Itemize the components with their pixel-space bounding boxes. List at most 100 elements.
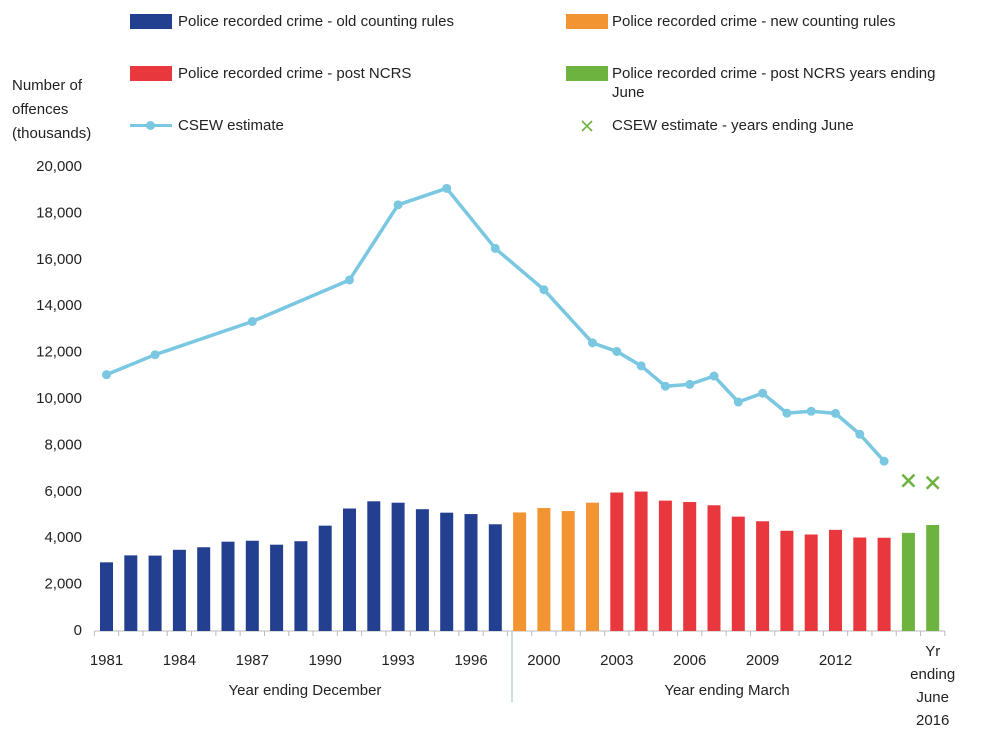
- x-tick-label: 2000: [527, 652, 560, 669]
- line-marker: [393, 200, 403, 210]
- y-tick-label: 2,000: [44, 576, 82, 593]
- bar: [124, 555, 138, 631]
- line-marker: [831, 408, 840, 418]
- x-tick-label: 1984: [163, 652, 196, 669]
- bar: [488, 524, 502, 631]
- legend-swatch: [566, 66, 608, 81]
- y-axis-label: (thousands): [12, 125, 91, 142]
- legend-label: CSEW estimate - years ending June: [612, 117, 854, 134]
- x-tick-label: 2012: [819, 652, 852, 669]
- bar: [780, 530, 794, 631]
- bar: [561, 511, 575, 631]
- y-tick-label: 8,000: [44, 436, 82, 453]
- x-tick-label: 1996: [454, 652, 487, 669]
- legend-cross: [581, 120, 593, 132]
- bar: [537, 508, 551, 631]
- line-marker: [758, 388, 768, 398]
- y-tick-label: 20,000: [36, 158, 82, 175]
- bar: [804, 534, 818, 631]
- line-marker: [636, 361, 646, 371]
- group-label: Year ending March: [664, 682, 789, 699]
- y-axis-label: offences: [12, 101, 68, 118]
- bar: [683, 502, 697, 631]
- bar: [464, 514, 478, 631]
- bar: [221, 541, 235, 631]
- y-tick-label: 16,000: [36, 251, 82, 268]
- line-marker: [612, 346, 622, 356]
- x-tick-label: 2003: [600, 652, 633, 669]
- line-marker: [247, 317, 257, 327]
- legend-swatch: [146, 121, 155, 130]
- bar: [634, 491, 648, 631]
- bar: [440, 512, 454, 631]
- line-marker: [782, 408, 792, 418]
- bar: [901, 532, 915, 631]
- x-tick-label: 1981: [90, 652, 123, 669]
- bar: [853, 537, 867, 631]
- x-tick-label: 2009: [746, 652, 779, 669]
- legend-swatch: [580, 119, 594, 133]
- bar: [731, 516, 745, 631]
- bar: [367, 501, 381, 631]
- x-tick-label: 1987: [236, 652, 269, 669]
- legend-swatch: [566, 14, 608, 29]
- bar: [586, 502, 599, 631]
- legend-swatch: [130, 14, 172, 29]
- legend-label: Police recorded crime - old counting rul…: [178, 13, 454, 30]
- legend-label: Police recorded crime - post NCRS: [178, 65, 412, 82]
- y-tick-label: 10,000: [36, 390, 82, 407]
- bar: [197, 547, 211, 631]
- line-marker: [685, 379, 695, 389]
- x-tick-label: 2006: [673, 652, 706, 669]
- y-tick-label: 6,000: [44, 483, 82, 500]
- x-tick-label: 1990: [309, 652, 342, 669]
- y-tick-label: 12,000: [36, 344, 82, 361]
- y-tick-label: 18,000: [36, 204, 82, 221]
- bar: [877, 537, 891, 631]
- line-marker: [588, 338, 597, 348]
- line-marker: [855, 429, 865, 439]
- bar: [245, 540, 259, 631]
- y-tick-label: 14,000: [36, 297, 82, 314]
- bar: [926, 524, 940, 631]
- group-label: Year ending December: [229, 682, 382, 699]
- x-tick-label: 1993: [381, 652, 414, 669]
- y-tick-label: 0: [74, 622, 82, 639]
- bar: [391, 502, 405, 631]
- bar: [415, 509, 429, 631]
- bar: [610, 492, 624, 631]
- line-marker: [660, 381, 670, 391]
- bar: [100, 562, 113, 631]
- cross-marker: [925, 475, 940, 490]
- bar: [513, 512, 527, 631]
- bar: [829, 529, 842, 631]
- line-marker: [539, 285, 549, 295]
- bar: [270, 544, 284, 631]
- line-marker: [150, 350, 160, 360]
- y-tick-label: 4,000: [44, 529, 82, 546]
- line-marker: [442, 183, 452, 193]
- line-marker: [733, 397, 743, 407]
- bar: [658, 500, 672, 631]
- line-marker: [709, 371, 719, 381]
- bar: [707, 505, 721, 631]
- legend-label: Police recorded crime - new counting rul…: [612, 13, 896, 30]
- bar: [343, 508, 356, 631]
- bar: [756, 521, 770, 631]
- legend-label: CSEW estimate: [178, 117, 284, 134]
- legend-label: Police recorded crime - post NCRS years …: [612, 65, 936, 101]
- line: [105, 186, 886, 463]
- y-axis-label: Number of: [12, 77, 83, 94]
- bar: [294, 541, 308, 631]
- bar: [318, 525, 332, 631]
- bar: [172, 549, 186, 631]
- line-marker: [879, 456, 889, 466]
- line-marker: [490, 243, 500, 253]
- cross-marker: [901, 473, 916, 488]
- legend-swatch: [130, 66, 172, 81]
- line-marker: [345, 275, 354, 285]
- line-marker: [102, 370, 111, 380]
- x-tick-label: Yr ending June 2016: [910, 643, 956, 729]
- bar: [148, 555, 162, 631]
